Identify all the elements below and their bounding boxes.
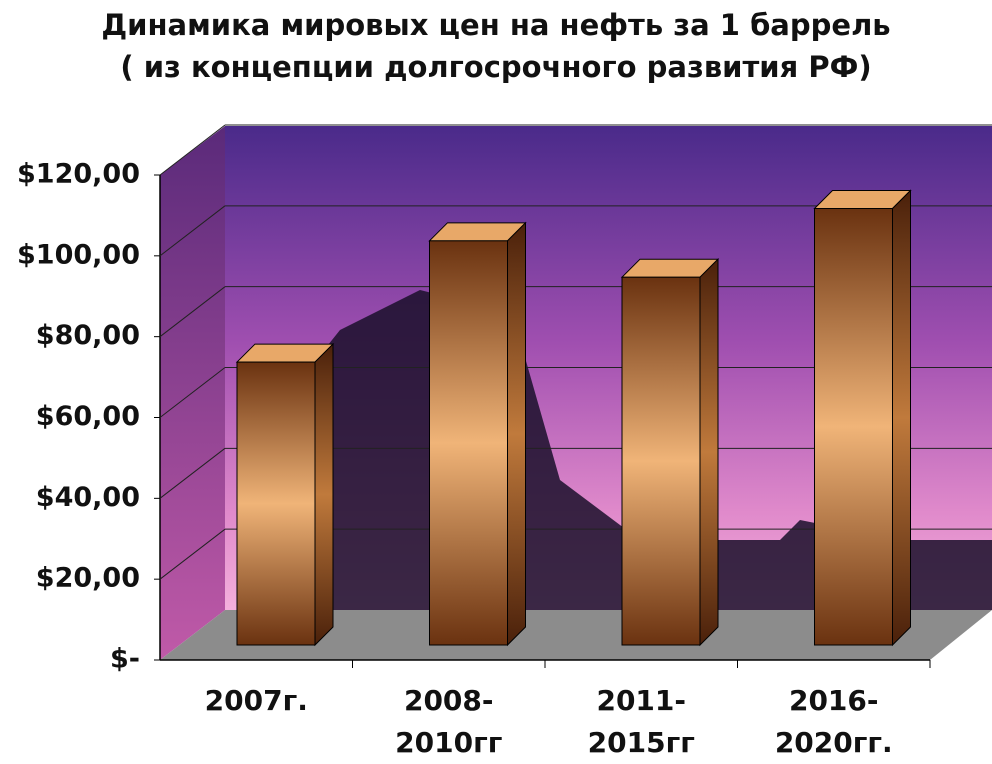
y-tick-label: $80,00 (36, 320, 140, 351)
bar (430, 241, 508, 645)
y-tick-label: $120,00 (17, 159, 140, 190)
page: Динамика мировых цен на нефть за 1 барре… (0, 0, 992, 762)
x-tick-label: 2008- 2010гг (354, 680, 544, 764)
x-tick-label: 2011- 2015гг (546, 680, 736, 764)
bar-side (893, 191, 911, 646)
y-tick-label: $40,00 (36, 482, 140, 513)
bar (237, 362, 315, 645)
y-tick-label: $20,00 (36, 563, 140, 594)
x-tick-label: 2007г. (161, 680, 351, 722)
bar-side (700, 259, 718, 645)
y-tick-label: $100,00 (17, 239, 140, 270)
chart: $- $20,00 $40,00 $60,00 $80,00 $100,00 $120,00 (0, 0, 992, 762)
bar-side (508, 223, 526, 645)
bar (622, 277, 700, 645)
y-tick-label: $- (110, 644, 140, 675)
bar (815, 209, 893, 646)
bar-side (315, 344, 333, 645)
x-tick-label: 2016- 2020гг. (739, 680, 929, 764)
y-tick-label: $60,00 (36, 401, 140, 432)
